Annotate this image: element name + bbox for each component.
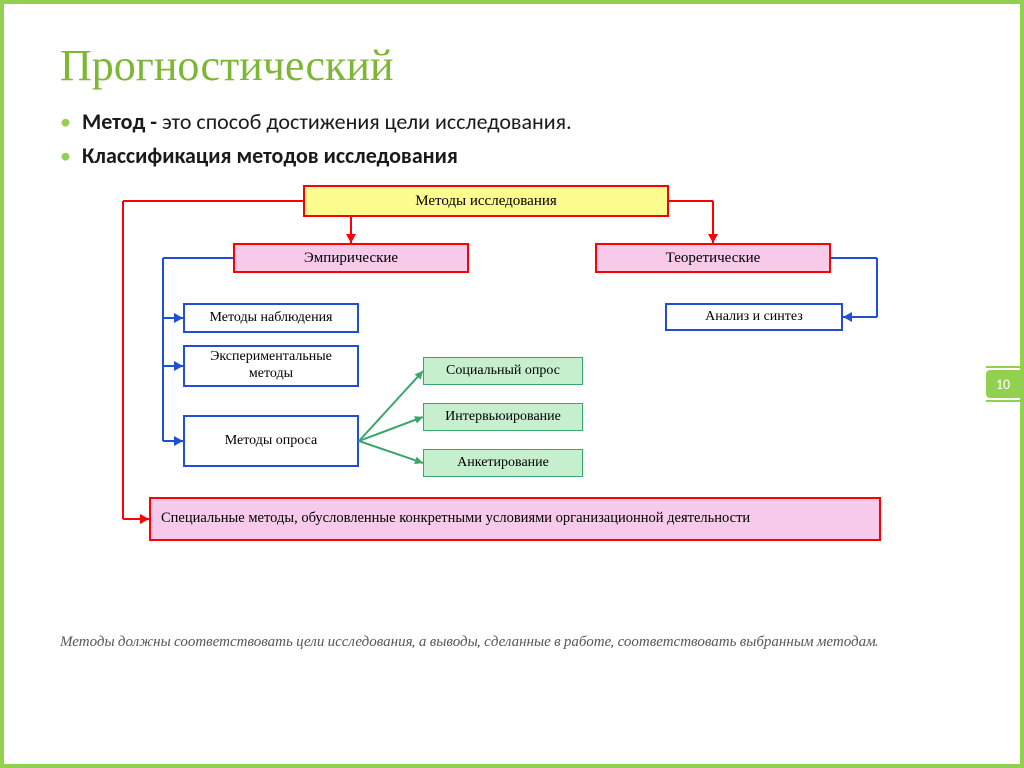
connector-segment (163, 257, 233, 259)
caption: Методы должны соответствовать цели иссле… (60, 631, 964, 651)
slide-title: Прогностический (60, 40, 964, 91)
connector-segment (162, 318, 164, 366)
bullet-bold: Метод - (82, 108, 162, 135)
node-interview: Интервьюирование (423, 403, 583, 431)
arrow-head (174, 313, 183, 323)
connector-segment (162, 258, 164, 318)
arrow-head (174, 436, 183, 446)
page-number-badge: 10 (986, 370, 1020, 398)
arrow-head (140, 514, 149, 524)
connector-segment (358, 371, 423, 442)
connector-segment (123, 200, 303, 202)
connector-segment (876, 258, 878, 317)
arrow-head (843, 312, 852, 322)
node-survey: Методы опроса (183, 415, 359, 467)
connector-segment (162, 366, 164, 441)
node-analysis: Анализ и синтез (665, 303, 843, 331)
node-experiment: Экспериментальные методы (183, 345, 359, 387)
connector-segment (359, 440, 424, 464)
page-number: 10 (996, 376, 1010, 393)
node-theoretical: Теоретические (595, 243, 831, 273)
arrow-head (346, 234, 356, 243)
connector-segment (831, 257, 877, 259)
node-questionnaire: Анкетирование (423, 449, 583, 477)
bullet-rest: это способ достижения цели исследования. (162, 108, 572, 135)
bullet-item: Классификация методов исследования (60, 139, 964, 173)
node-social: Социальный опрос (423, 357, 583, 385)
node-empirical: Эмпирические (233, 243, 469, 273)
node-special: Специальные методы, обусловленные конкре… (149, 497, 881, 541)
arrow-head (174, 361, 183, 371)
node-root: Методы исследования (303, 185, 669, 217)
slide: Прогностический Метод - это способ дости… (0, 0, 1024, 768)
arrow-head (708, 234, 718, 243)
connector-segment (122, 201, 124, 519)
node-observe: Методы наблюдения (183, 303, 359, 333)
connector-segment (669, 200, 713, 202)
flowchart: Методы исследования Эмпирические Теоретиче… (117, 185, 907, 625)
bullet-bold: Классификация методов исследования (82, 142, 458, 169)
bullet-list: Метод - это способ достижения цели иссле… (60, 105, 964, 173)
bullet-item: Метод - это способ достижения цели иссле… (60, 105, 964, 139)
